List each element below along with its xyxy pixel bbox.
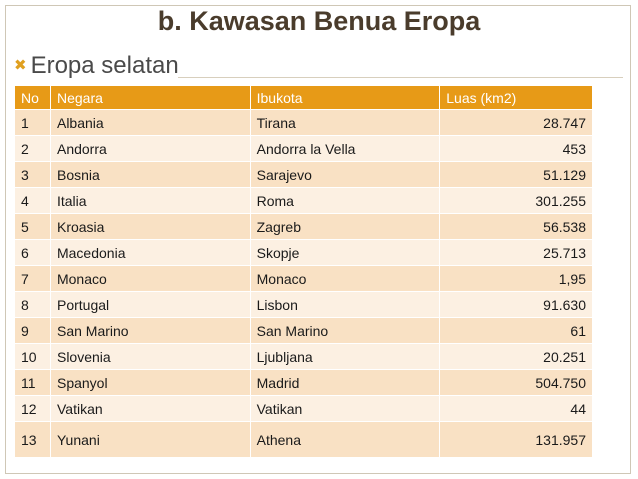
table-row: 5 Kroasia Zagreb 56.538 — [14, 213, 593, 240]
cell-luas: 1,95 — [439, 265, 593, 292]
cell-negara: Vatikan — [49, 395, 251, 422]
section-subtitle: Eropa selatan — [30, 52, 179, 79]
cell-ibukota: Madrid — [249, 369, 441, 396]
table-row: 11 Spanyol Madrid 504.750 — [14, 369, 593, 396]
check-x-bullet-icon: ✖ — [14, 57, 27, 74]
cell-luas: 51.129 — [439, 161, 593, 188]
cell-luas: 61 — [439, 317, 593, 344]
cell-negara: Slovenia — [49, 343, 251, 370]
cell-no: 6 — [14, 239, 51, 266]
cell-no: 11 — [14, 369, 51, 396]
cell-ibukota: Lisbon — [249, 291, 441, 318]
cell-negara: San Marino — [49, 317, 251, 344]
cell-luas: 56.538 — [439, 213, 593, 240]
header-negara: Negara — [49, 85, 251, 110]
table-row: 4 Italia Roma 301.255 — [14, 187, 593, 214]
cell-luas: 504.750 — [439, 369, 593, 396]
cell-negara: Monaco — [49, 265, 251, 292]
cell-negara: Italia — [49, 187, 251, 214]
cell-no: 13 — [14, 421, 51, 458]
cell-no: 2 — [14, 135, 51, 162]
header-no: No — [14, 85, 51, 110]
bullet-line: ✖ Eropa selatan — [14, 52, 179, 80]
table-row: 3 Bosnia Sarajevo 51.129 — [14, 161, 593, 188]
cell-luas: 25.713 — [439, 239, 593, 266]
header-luas: Luas (km2) — [439, 85, 593, 110]
cell-ibukota: Monaco — [249, 265, 441, 292]
cell-negara: Yunani — [49, 421, 251, 458]
cell-no: 3 — [14, 161, 51, 188]
cell-ibukota: Andorra la Vella — [249, 135, 441, 162]
table-row: 7 Monaco Monaco 1,95 — [14, 265, 593, 292]
cell-negara: Andorra — [49, 135, 251, 162]
cell-luas: 44 — [439, 395, 593, 422]
divider-line — [178, 77, 623, 78]
cell-negara: Kroasia — [49, 213, 251, 240]
cell-luas: 131.957 — [439, 421, 593, 458]
table-row: 13 Yunani Athena 131.957 — [14, 421, 593, 458]
cell-negara: Macedonia — [49, 239, 251, 266]
cell-no: 12 — [14, 395, 51, 422]
table-row: 1 Albania Tirana 28.747 — [14, 109, 593, 136]
cell-no: 8 — [14, 291, 51, 318]
cell-ibukota: Skopje — [249, 239, 441, 266]
cell-no: 7 — [14, 265, 51, 292]
cell-luas: 28.747 — [439, 109, 593, 136]
cell-luas: 301.255 — [439, 187, 593, 214]
cell-no: 5 — [14, 213, 51, 240]
cell-negara: Albania — [49, 109, 251, 136]
country-table: No Negara Ibukota Luas (km2) 1 Albania Tir… — [14, 85, 593, 458]
table-row: 8 Portugal Lisbon 91.630 — [14, 291, 593, 318]
table-row: 6 Macedonia Skopje 25.713 — [14, 239, 593, 266]
table-row: 9 San Marino San Marino 61 — [14, 317, 593, 344]
slide-title: b. Kawasan Benua Eropa — [157, 6, 481, 36]
cell-ibukota: Zagreb — [249, 213, 441, 240]
cell-ibukota: Athena — [249, 421, 441, 458]
cell-luas: 453 — [439, 135, 593, 162]
cell-ibukota: Tirana — [249, 109, 441, 136]
cell-no: 9 — [14, 317, 51, 344]
cell-no: 4 — [14, 187, 51, 214]
slide-frame — [5, 5, 631, 474]
cell-negara: Portugal — [49, 291, 251, 318]
cell-ibukota: Vatikan — [249, 395, 441, 422]
cell-no: 1 — [14, 109, 51, 136]
table-row: 10 Slovenia Ljubljana 20.251 — [14, 343, 593, 370]
cell-negara: Bosnia — [49, 161, 251, 188]
cell-no: 10 — [14, 343, 51, 370]
table-row: 12 Vatikan Vatikan 44 — [14, 395, 593, 422]
cell-ibukota: Ljubljana — [249, 343, 441, 370]
cell-ibukota: Sarajevo — [249, 161, 441, 188]
cell-ibukota: San Marino — [249, 317, 441, 344]
table-row: 2 Andorra Andorra la Vella 453 — [14, 135, 593, 162]
table-header-row: No Negara Ibukota Luas (km2) — [14, 85, 593, 110]
table-body: 1 Albania Tirana 28.747 2 Andorra Andorra la V… — [14, 109, 593, 458]
cell-luas: 20.251 — [439, 343, 593, 370]
header-ibukota: Ibukota — [249, 85, 441, 110]
cell-negara: Spanyol — [49, 369, 251, 396]
cell-luas: 91.630 — [439, 291, 593, 318]
cell-ibukota: Roma — [249, 187, 441, 214]
